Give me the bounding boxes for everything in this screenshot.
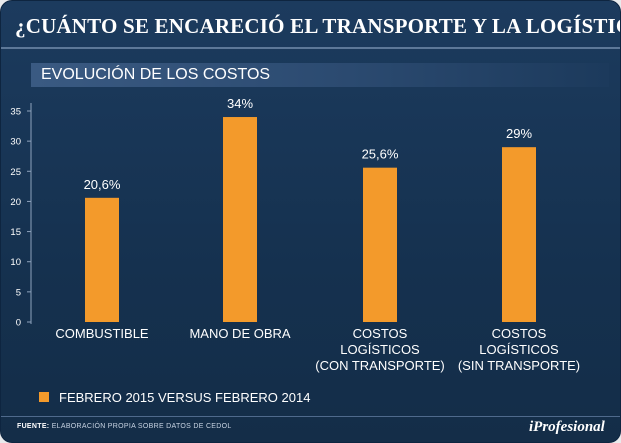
bar <box>363 167 397 322</box>
y-tick-label: 35 <box>10 107 21 118</box>
chart-subtitle-bar <box>31 63 609 87</box>
x-tick-label-line: MANO DE OBRA <box>189 326 290 341</box>
y-tick-label: 20 <box>10 197 21 208</box>
bar <box>223 117 257 323</box>
x-tick-label-line: (SIN TRANSPORTE) <box>458 358 580 373</box>
bar <box>85 197 119 322</box>
y-tick-label: 10 <box>10 257 21 268</box>
chart-title: EVOLUCIÓN DE LOS COSTOS <box>41 66 271 83</box>
source-label: FUENTE: <box>17 423 50 430</box>
y-tick-label: 30 <box>10 137 21 148</box>
title-divider <box>1 47 620 49</box>
x-tick-label: COSTOS LOGÍSTICOS (SIN TRANSPORTE) <box>458 326 580 373</box>
data-label: 29% <box>506 126 532 141</box>
brand-logo: iProfesional <box>529 419 605 435</box>
data-label: 20,6% <box>84 177 121 192</box>
footer-divider <box>1 416 620 417</box>
x-tick-label-line: COSTOS <box>492 326 547 341</box>
x-tick-label-line: LOGÍSTICOS <box>340 342 420 357</box>
data-label: 25,6% <box>362 147 399 162</box>
bar-chart: 0 5 10 15 20 25 30 35 20,6% 34% 25,6% 29% COMBUSTIBL… <box>10 96 580 373</box>
data-label: 34% <box>227 96 253 111</box>
x-tick-label: MANO DE OBRA <box>189 326 290 341</box>
x-tick-label: COMBUSTIBLE <box>55 326 149 341</box>
x-tick-label: COSTOS LOGÍSTICOS (CON TRANSPORTE) <box>315 326 445 373</box>
x-tick-label-line: COMBUSTIBLE <box>55 326 149 341</box>
y-tick-label: 25 <box>10 167 21 178</box>
legend: FEBRERO 2015 VERSUS FEBRERO 2014 <box>39 388 310 406</box>
page-title: ¿CUÁNTO SE ENCARECIÓ EL TRANSPORTE Y LA … <box>15 14 621 38</box>
x-tick-label-line: LOGÍSTICOS <box>479 342 559 357</box>
bar <box>502 147 536 322</box>
y-tick-label: 0 <box>16 318 21 329</box>
x-tick-label-line: (CON TRANSPORTE) <box>315 358 445 373</box>
y-tick-label: 5 <box>16 287 21 298</box>
legend-swatch <box>39 392 49 402</box>
legend-label: FEBRERO 2015 VERSUS FEBRERO 2014 <box>59 389 311 405</box>
y-tick-label: 15 <box>10 227 21 238</box>
x-tick-label-line: COSTOS <box>353 326 408 341</box>
source-note: FUENTE: ELABORACIÓN PROPIA SOBRE DATOS D… <box>17 423 232 430</box>
source-text: ELABORACIÓN PROPIA SOBRE DATOS DE CEDOL <box>51 423 232 430</box>
